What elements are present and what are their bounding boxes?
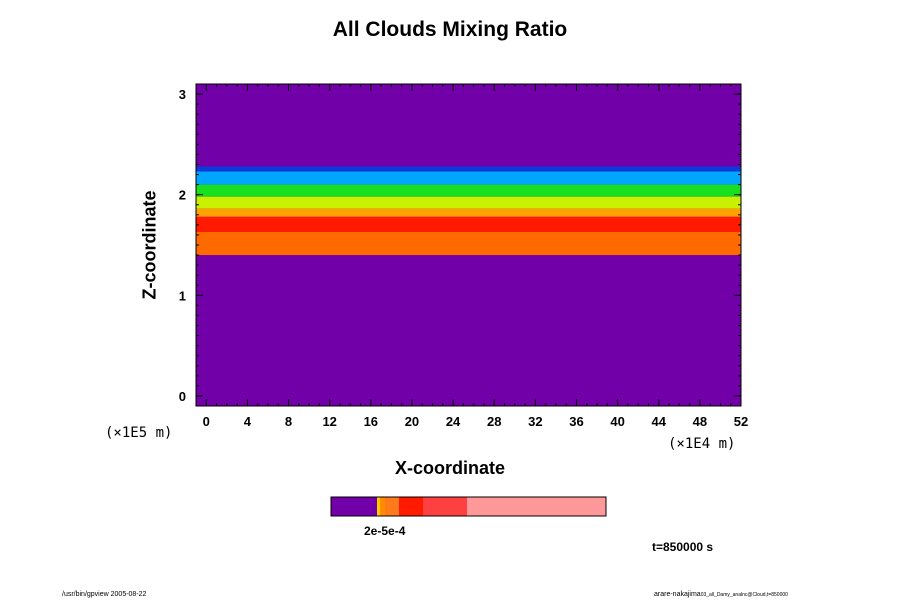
y-tick-label-3: 3 — [179, 87, 186, 102]
chart-title: All Clouds Mixing Ratio — [332, 18, 568, 41]
x-tick-label-13: 52 — [734, 414, 748, 429]
cloud-layer-2 — [196, 184, 741, 197]
x-tick-label-6: 24 — [446, 414, 461, 429]
x-tick-label-7: 28 — [487, 414, 501, 429]
colorbar-segment-6 — [467, 497, 606, 516]
y-axis-label: Z-coordinate — [139, 190, 160, 300]
x-tick-label-10: 40 — [610, 414, 624, 429]
x-tick-label-11: 44 — [652, 414, 667, 429]
cloud-layer-3 — [196, 196, 741, 209]
x-tick-label-1: 4 — [244, 414, 252, 429]
cloud-layer-1 — [196, 171, 741, 185]
x-tick-label-12: 48 — [693, 414, 707, 429]
colorbar-label: 2e-5e-4 — [364, 524, 406, 538]
colorbar-segment-3 — [385, 497, 399, 516]
x-tick-label-5: 20 — [405, 414, 419, 429]
x-tick-label-8: 32 — [528, 414, 542, 429]
y-tick-label-2: 2 — [179, 188, 186, 203]
x-tick-label-4: 16 — [364, 414, 378, 429]
cloud-layer-5 — [196, 216, 741, 232]
cloud-layer-6 — [196, 231, 741, 256]
footer-right-small: 03_all_Damy_analnc@Cloud,t=850000 — [700, 592, 788, 598]
colorbar-segment-4 — [399, 497, 423, 516]
y-unit-label: (×1E5 m) — [105, 425, 173, 441]
time-label: t=850000 s — [652, 540, 714, 554]
x-unit-label: (×1E4 m) — [668, 436, 736, 452]
x-axis-label: X-coordinate — [394, 458, 505, 478]
footer-left: /usr/bin/gpview 2005-08-22 — [62, 591, 147, 598]
x-tick-label-0: 0 — [203, 414, 210, 429]
x-tick-label-2: 8 — [285, 414, 292, 429]
y-tick-label-1: 1 — [179, 288, 186, 303]
cloud-layer-0 — [196, 166, 741, 172]
y-tick-label-0: 0 — [179, 389, 186, 404]
colorbar-segment-0 — [331, 497, 377, 516]
x-tick-label-3: 12 — [322, 414, 336, 429]
colorbar-frame — [330, 496, 607, 517]
cloud-layer-4 — [196, 208, 741, 217]
footer-right: arare-nakajima03_all_Damy_analnc@Cloud,t… — [654, 591, 788, 598]
colorbar-segment-1 — [377, 497, 380, 516]
colorbar-segment-2 — [380, 497, 385, 516]
x-tick-label-9: 36 — [569, 414, 583, 429]
colorbar-segment-5 — [423, 497, 467, 516]
footer-right-main: arare-nakajima — [654, 591, 701, 598]
